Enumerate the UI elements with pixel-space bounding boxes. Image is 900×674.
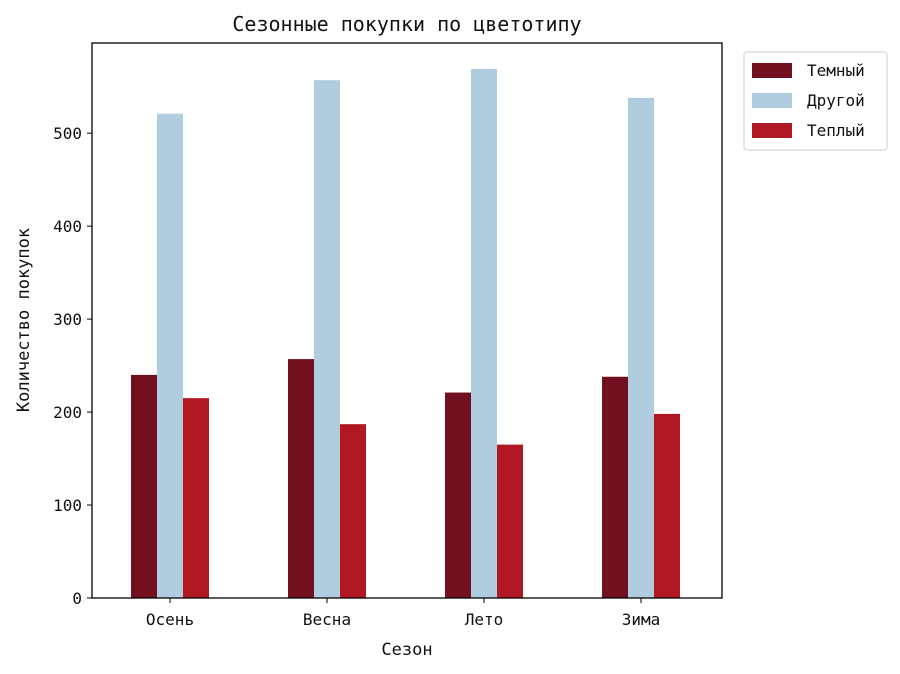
plot-area — [131, 69, 680, 599]
bar-2-2 — [314, 80, 340, 599]
x-tick-label: Зима — [622, 610, 661, 629]
legend-label: Теплый — [807, 121, 865, 140]
x-tick-label: Осень — [146, 610, 194, 629]
y-axis-label: Количество покупок — [14, 228, 34, 412]
bar-1-3 — [445, 392, 471, 598]
bar-3-4 — [654, 413, 680, 598]
x-tick-label: Лето — [465, 610, 504, 629]
legend-swatch — [752, 63, 792, 78]
legend-swatch — [752, 123, 792, 138]
legend-label: Другой — [807, 91, 865, 110]
bar-2-3 — [471, 69, 497, 598]
y-tick-label: 100 — [53, 496, 82, 515]
bar-1-1 — [131, 374, 157, 598]
y-tick-label: 0 — [72, 589, 82, 608]
x-axis-label: Сезон — [381, 640, 432, 660]
y-tick-label: 300 — [53, 310, 82, 329]
bar-3-2 — [340, 424, 366, 598]
bar-3-1 — [183, 398, 209, 598]
bar-2-1 — [157, 113, 183, 599]
x-axis: Осень Весна Лето Зима — [146, 598, 660, 629]
bar-2-4 — [628, 97, 654, 598]
x-tick-label: Весна — [303, 610, 351, 629]
y-axis: 0 100 200 300 400 500 — [53, 124, 92, 608]
legend: Темный Другой Теплый — [743, 51, 888, 151]
plot-frame — [91, 42, 723, 599]
y-tick-label: 400 — [53, 217, 82, 236]
bar-1-4 — [602, 376, 628, 598]
legend-label: Темный — [807, 61, 865, 80]
chart-title: Сезонные покупки по цветотипу — [232, 12, 581, 36]
bar-1-2 — [288, 359, 314, 598]
bar-3-3 — [497, 444, 523, 598]
legend-swatch — [752, 93, 792, 108]
y-tick-label: 500 — [53, 124, 82, 143]
y-tick-label: 200 — [53, 403, 82, 422]
